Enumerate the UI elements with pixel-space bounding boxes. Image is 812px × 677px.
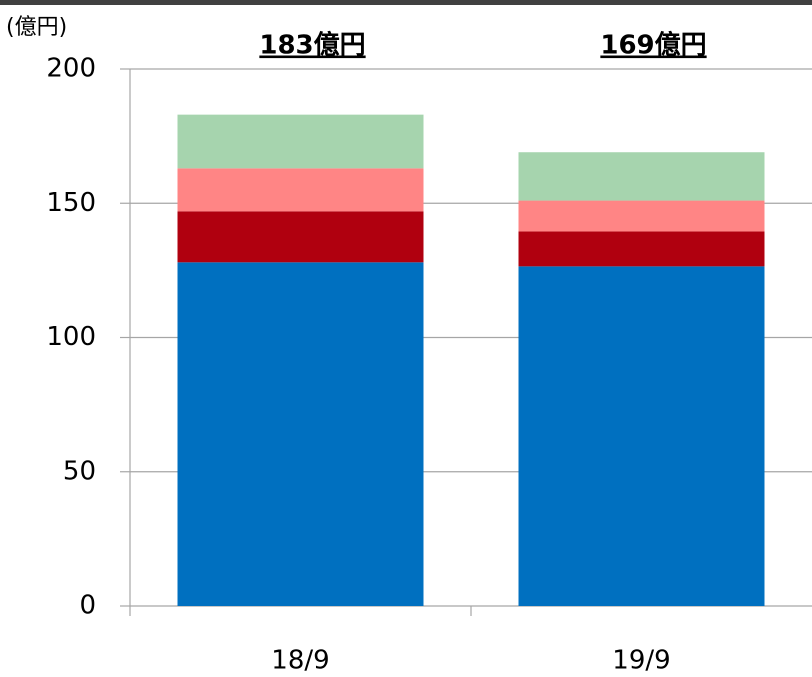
total-label: 169億円 [600,31,706,61]
x-tick-label: 19/9 [612,646,670,676]
bar-segment [177,168,424,212]
total-label: 183億円 [259,31,365,61]
bar-segment [177,114,424,169]
y-axis-label: (億円) [6,15,67,40]
y-tick-label: 150 [46,188,96,218]
bar-segment [518,266,765,606]
y-tick-label: 50 [63,456,96,486]
y-tick-label: 200 [46,54,96,84]
bar-segment [518,152,765,201]
top-border [0,0,812,5]
x-tick-label: 18/9 [271,646,329,676]
bar-segment [177,211,424,263]
bar-segment [518,200,765,232]
y-tick-label: 0 [79,591,96,621]
bar-segment [518,231,765,267]
y-tick-label: 100 [46,322,96,352]
bar-segment [177,262,424,606]
